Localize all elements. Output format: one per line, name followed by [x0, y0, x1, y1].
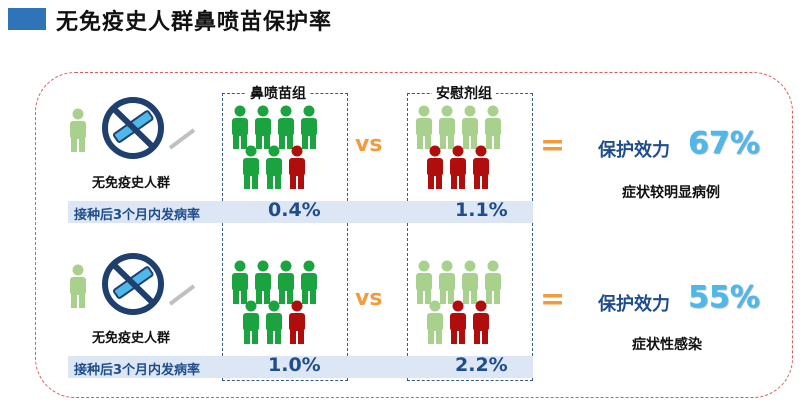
person-icon — [255, 260, 271, 304]
person-icon — [232, 260, 248, 304]
vaccine-rate: 1.0% — [268, 354, 321, 376]
person-icon — [462, 105, 478, 149]
person-icon — [278, 260, 294, 304]
rate-band — [68, 201, 533, 223]
efficacy-label: 保护效力 — [598, 294, 670, 315]
vs-label: vs — [355, 286, 383, 311]
person-icon — [289, 300, 305, 344]
person-icon — [427, 300, 443, 344]
rate-band — [68, 356, 533, 378]
placebo-rate: 2.2% — [455, 354, 508, 376]
person-icon — [439, 105, 455, 149]
vaccine-rate: 0.4% — [268, 199, 321, 221]
equals-sign: = — [540, 282, 566, 317]
efficacy-value: 67% — [688, 126, 760, 161]
person-icon — [485, 105, 501, 149]
person-icon — [289, 145, 305, 189]
person-icon — [301, 260, 317, 304]
population-label: 无免疫史人群 — [92, 331, 171, 346]
page-title: 无免疫史人群鼻喷苗保护率 — [56, 10, 333, 35]
vaccine-group-label: 鼻喷苗组 — [246, 83, 310, 103]
person-icon — [427, 145, 443, 189]
placebo-group-label: 安慰剂组 — [432, 83, 496, 103]
person-icon — [416, 260, 432, 304]
population-label: 无免疫史人群 — [92, 176, 171, 191]
person-icon — [301, 105, 317, 149]
placebo-rate: 1.1% — [455, 199, 508, 221]
no-vaccine-icon — [102, 253, 196, 315]
vs-label: vs — [355, 132, 383, 157]
equals-sign: = — [540, 128, 566, 163]
person-icon — [473, 300, 489, 344]
person-icon — [266, 300, 282, 344]
person-icon — [473, 145, 489, 189]
outcome-label: 症状性感染 — [632, 337, 702, 353]
rate-label: 接种后3个月内发病率 — [74, 363, 201, 378]
person-icon — [243, 300, 259, 344]
person-icon — [462, 260, 478, 304]
person-icon — [266, 145, 282, 189]
person-icon — [439, 260, 455, 304]
title-accent-bar — [8, 8, 46, 30]
person-icon — [70, 108, 86, 152]
person-icon — [416, 105, 432, 149]
outcome-label: 症状较明显病例 — [622, 185, 720, 201]
efficacy-label: 保护效力 — [598, 140, 670, 161]
person-icon — [70, 264, 86, 308]
rate-label: 接种后3个月内发病率 — [74, 208, 201, 223]
content-frame — [35, 72, 793, 398]
person-icon — [278, 105, 294, 149]
person-icon — [450, 300, 466, 344]
person-icon — [485, 260, 501, 304]
person-icon — [243, 145, 259, 189]
person-icon — [450, 145, 466, 189]
person-icon — [232, 105, 248, 149]
efficacy-value: 55% — [688, 280, 760, 315]
person-icon — [255, 105, 271, 149]
no-vaccine-icon — [102, 97, 196, 159]
